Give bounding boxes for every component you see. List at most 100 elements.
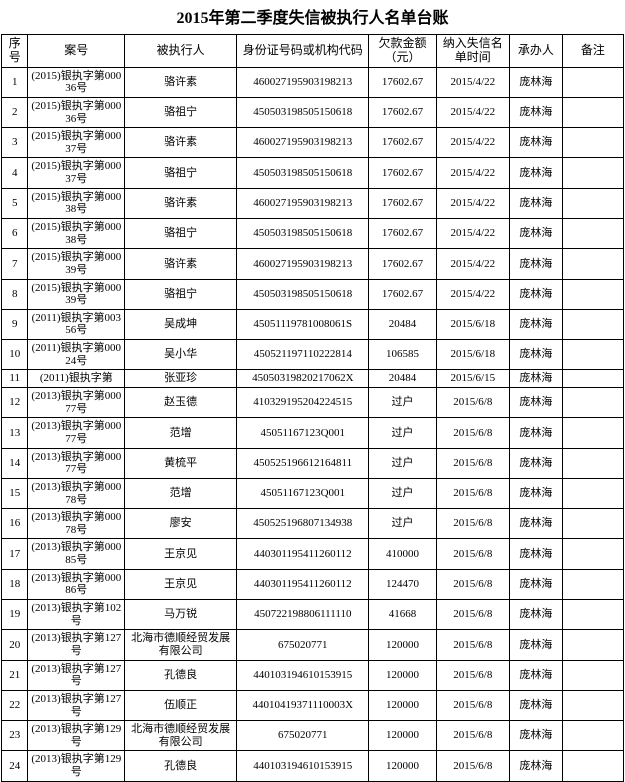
cell-note xyxy=(562,279,623,309)
cell-handler: 庞林海 xyxy=(509,188,562,218)
cell-name: 张亚珍 xyxy=(125,370,237,388)
cell-note xyxy=(562,751,623,781)
col-name: 被执行人 xyxy=(125,35,237,68)
cell-seq: 4 xyxy=(2,158,28,188)
cell-amt: 106585 xyxy=(369,340,436,370)
cell-case: (2013)银执字第00078号 xyxy=(28,509,125,539)
cell-amt: 17602.67 xyxy=(369,188,436,218)
cell-id: 450503198505150618 xyxy=(237,97,369,127)
cell-date: 2015/4/22 xyxy=(436,67,509,97)
cell-name: 北海市德顺经贸发展有限公司 xyxy=(125,630,237,660)
cell-date: 2015/6/8 xyxy=(436,509,509,539)
page-title: 2015年第二季度失信被执行人名单台账 xyxy=(0,0,625,34)
cell-note xyxy=(562,67,623,97)
cell-note xyxy=(562,309,623,339)
cell-case: (2015)银执字第00038号 xyxy=(28,188,125,218)
cell-name: 王京见 xyxy=(125,539,237,569)
cell-seq: 14 xyxy=(2,448,28,478)
cell-case: (2015)银执字第00038号 xyxy=(28,219,125,249)
cell-case: (2011)银执字第00024号 xyxy=(28,340,125,370)
cell-case: (2015)银执字第00036号 xyxy=(28,67,125,97)
cell-amt: 41668 xyxy=(369,600,436,630)
table-row: 19(2013)银执字第102号马万锐450722198806111110416… xyxy=(2,600,624,630)
cell-seq: 11 xyxy=(2,370,28,388)
col-id: 身份证号码或机构代码 xyxy=(237,35,369,68)
cell-handler: 庞林海 xyxy=(509,370,562,388)
cell-id: 460027195903198213 xyxy=(237,249,369,279)
cell-handler: 庞林海 xyxy=(509,660,562,690)
table-row: 14(2013)银执字第00077号黄梳平450525196612164811过… xyxy=(2,448,624,478)
cell-case: (2011)银执字第00356号 xyxy=(28,309,125,339)
table-row: 11(2011)银执字第张亚珍45050319820217062X2048420… xyxy=(2,370,624,388)
col-date: 纳入失信名单时间 xyxy=(436,35,509,68)
col-case: 案号 xyxy=(28,35,125,68)
cell-date: 2015/4/22 xyxy=(436,128,509,158)
cell-id: 450503198505150618 xyxy=(237,158,369,188)
header-row: 序号 案号 被执行人 身份证号码或机构代码 欠款金额（元） 纳入失信名单时间 承… xyxy=(2,35,624,68)
table-row: 8(2015)银执字第00039号骆祖宁45050319850515061817… xyxy=(2,279,624,309)
ledger-table: 序号 案号 被执行人 身份证号码或机构代码 欠款金额（元） 纳入失信名单时间 承… xyxy=(1,34,624,782)
table-row: 4(2015)银执字第00037号骆祖宁45050319850515061817… xyxy=(2,158,624,188)
cell-amt: 过户 xyxy=(369,448,436,478)
cell-note xyxy=(562,600,623,630)
cell-date: 2015/6/8 xyxy=(436,448,509,478)
table-row: 13(2013)银执字第00077号范增45051167123Q001过户201… xyxy=(2,418,624,448)
cell-name: 马万锐 xyxy=(125,600,237,630)
cell-note xyxy=(562,128,623,158)
cell-date: 2015/4/22 xyxy=(436,279,509,309)
cell-seq: 13 xyxy=(2,418,28,448)
cell-case: (2011)银执字第 xyxy=(28,370,125,388)
table-row: 18(2013)银执字第00086号王京见4403011954112601121… xyxy=(2,569,624,599)
cell-handler: 庞林海 xyxy=(509,128,562,158)
cell-name: 范增 xyxy=(125,478,237,508)
cell-name: 孔德良 xyxy=(125,660,237,690)
cell-note xyxy=(562,158,623,188)
cell-handler: 庞林海 xyxy=(509,539,562,569)
cell-date: 2015/6/8 xyxy=(436,478,509,508)
cell-date: 2015/6/8 xyxy=(436,569,509,599)
cell-date: 2015/6/15 xyxy=(436,370,509,388)
cell-amt: 20484 xyxy=(369,370,436,388)
cell-name: 骆许素 xyxy=(125,128,237,158)
cell-case: (2013)银执字第00085号 xyxy=(28,539,125,569)
cell-handler: 庞林海 xyxy=(509,388,562,418)
cell-id: 45050319820217062X xyxy=(237,370,369,388)
cell-amt: 过户 xyxy=(369,418,436,448)
cell-amt: 17602.67 xyxy=(369,279,436,309)
cell-date: 2015/4/22 xyxy=(436,219,509,249)
cell-id: 450525196807134938 xyxy=(237,509,369,539)
cell-case: (2013)银执字第102号 xyxy=(28,600,125,630)
cell-case: (2015)银执字第00037号 xyxy=(28,128,125,158)
cell-amt: 17602.67 xyxy=(369,67,436,97)
cell-seq: 24 xyxy=(2,751,28,781)
cell-amt: 124470 xyxy=(369,569,436,599)
cell-id: 450525196612164811 xyxy=(237,448,369,478)
cell-case: (2013)银执字第129号 xyxy=(28,751,125,781)
cell-note xyxy=(562,249,623,279)
cell-date: 2015/4/22 xyxy=(436,158,509,188)
cell-date: 2015/6/8 xyxy=(436,600,509,630)
cell-date: 2015/6/8 xyxy=(436,388,509,418)
cell-handler: 庞林海 xyxy=(509,690,562,720)
cell-date: 2015/6/8 xyxy=(436,721,509,751)
cell-handler: 庞林海 xyxy=(509,600,562,630)
cell-date: 2015/6/18 xyxy=(436,309,509,339)
cell-handler: 庞林海 xyxy=(509,751,562,781)
cell-name: 伍顺正 xyxy=(125,690,237,720)
cell-note xyxy=(562,418,623,448)
cell-amt: 410000 xyxy=(369,539,436,569)
cell-name: 骆许素 xyxy=(125,188,237,218)
cell-note xyxy=(562,370,623,388)
cell-id: 460027195903198213 xyxy=(237,67,369,97)
col-note: 备注 xyxy=(562,35,623,68)
cell-note xyxy=(562,340,623,370)
cell-note xyxy=(562,630,623,660)
table-row: 22(2013)银执字第127号伍顺正44010419371110003X120… xyxy=(2,690,624,720)
cell-id: 45051119781008061S xyxy=(237,309,369,339)
cell-seq: 10 xyxy=(2,340,28,370)
cell-id: 450722198806111110 xyxy=(237,600,369,630)
cell-case: (2013)银执字第00077号 xyxy=(28,448,125,478)
cell-handler: 庞林海 xyxy=(509,97,562,127)
table-row: 17(2013)银执字第00085号王京见4403011954112601124… xyxy=(2,539,624,569)
cell-name: 孔德良 xyxy=(125,751,237,781)
